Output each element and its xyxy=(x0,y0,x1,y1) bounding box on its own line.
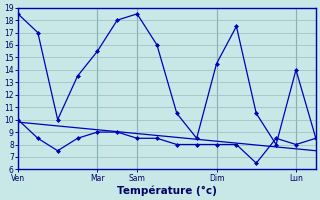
X-axis label: Température (°c): Température (°c) xyxy=(117,185,217,196)
